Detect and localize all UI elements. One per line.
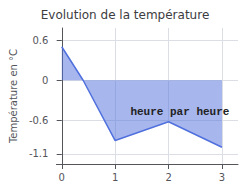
svg-text:-1.1: -1.1	[29, 148, 49, 159]
svg-text:0.6: 0.6	[33, 35, 49, 46]
svg-text:0: 0	[59, 172, 65, 183]
svg-text:1: 1	[112, 172, 118, 183]
svg-text:Evolution de la température: Evolution de la température	[41, 8, 210, 22]
svg-text:-0.6: -0.6	[29, 115, 49, 126]
svg-text:heure par heure: heure par heure	[130, 106, 229, 118]
svg-text:0: 0	[42, 75, 48, 86]
svg-text:2: 2	[165, 172, 171, 183]
svg-text:3: 3	[219, 172, 225, 183]
svg-text:Température en °C: Température en °C	[8, 49, 19, 144]
